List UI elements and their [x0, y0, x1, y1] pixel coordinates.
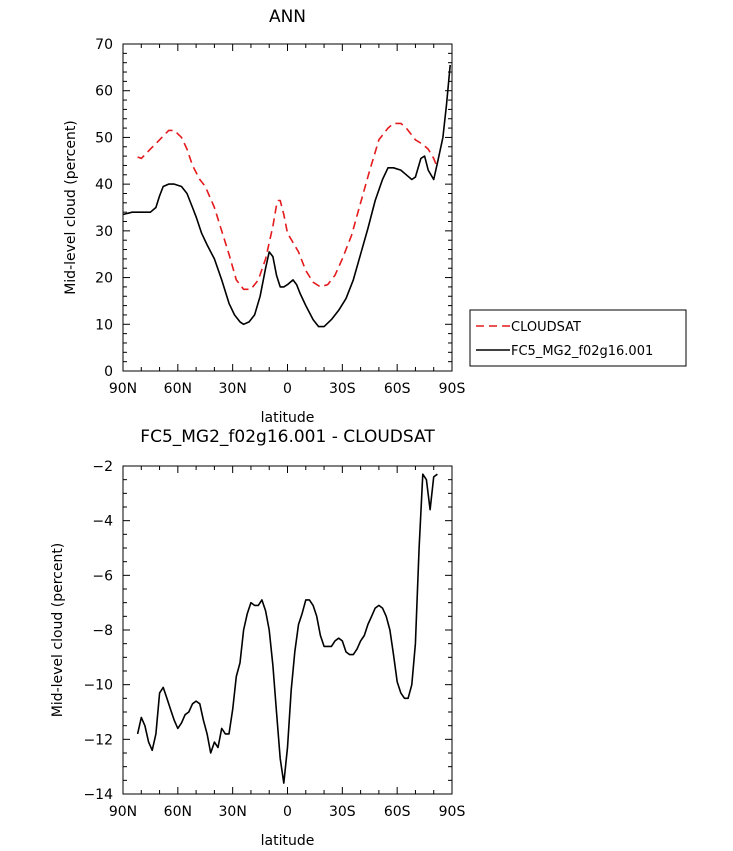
- x-axis-label: latitude: [261, 833, 315, 849]
- x-tick-label: 30N: [219, 381, 247, 397]
- chart-title: ANN: [269, 7, 306, 27]
- series-line-difference: [136, 473, 438, 784]
- x-tick-label: 60N: [164, 381, 192, 397]
- y-tick-label: 10: [95, 317, 113, 333]
- x-tick-label: 90N: [109, 804, 137, 820]
- y-tick-label: −10: [83, 678, 113, 694]
- x-tick-label: 30S: [329, 381, 356, 397]
- x-tick-label: 0: [283, 381, 292, 397]
- plot-frame: [122, 43, 453, 372]
- legend: CLOUDSAT FC5_MG2_f02g16.001: [469, 309, 687, 367]
- y-axis-label: Mid-level cloud (percent): [63, 120, 79, 295]
- y-tick-label: 50: [95, 130, 113, 146]
- legend-label: FC5_MG2_f02g16.001: [511, 344, 653, 359]
- y-tick-label: −12: [83, 732, 113, 748]
- x-tick-label: 60S: [384, 381, 411, 397]
- chart-difference: FC5_MG2_f02g16.001 - CLOUDSAT 90N 60N 30N 0 3…: [50, 427, 465, 849]
- y-tick-label: 40: [95, 177, 113, 193]
- x-axis-label: latitude: [261, 410, 315, 426]
- y-tick-label: −8: [92, 623, 113, 639]
- y-tick-label: 20: [95, 271, 113, 287]
- x-tick-label: 60N: [164, 804, 192, 820]
- y-tick-label: −6: [92, 568, 113, 584]
- x-tick-label: 90S: [439, 381, 466, 397]
- series-line-fc5-mg2-f02g16-001: [122, 64, 451, 328]
- legend-label: CLOUDSAT: [511, 320, 581, 335]
- x-tick-label: 90N: [109, 381, 137, 397]
- x-tick-label: 0: [283, 804, 292, 820]
- legend-box: [469, 309, 687, 367]
- chart-title: FC5_MG2_f02g16.001 - CLOUDSAT: [140, 427, 435, 447]
- y-tick-label: 30: [95, 224, 113, 240]
- x-tick-label: 60S: [384, 804, 411, 820]
- y-tick-label: −14: [83, 787, 113, 803]
- x-tick-label: 90S: [439, 804, 466, 820]
- series-line-cloudsat: [137, 122, 439, 291]
- y-tick-label: −2: [92, 459, 113, 475]
- y-tick-label: 70: [95, 37, 113, 53]
- chart-annual-mean: ANN 90N 60N 30N 0 30S 60S 90S 0 10 20 30 40 50 60 70 lat…: [63, 7, 687, 426]
- y-tick-label: −4: [92, 514, 113, 530]
- y-tick-label: 60: [95, 84, 113, 100]
- x-tick-label: 30N: [219, 804, 247, 820]
- y-tick-label: 0: [104, 364, 113, 380]
- x-tick-label: 30S: [329, 804, 356, 820]
- y-axis-label: Mid-level cloud (percent): [50, 543, 66, 718]
